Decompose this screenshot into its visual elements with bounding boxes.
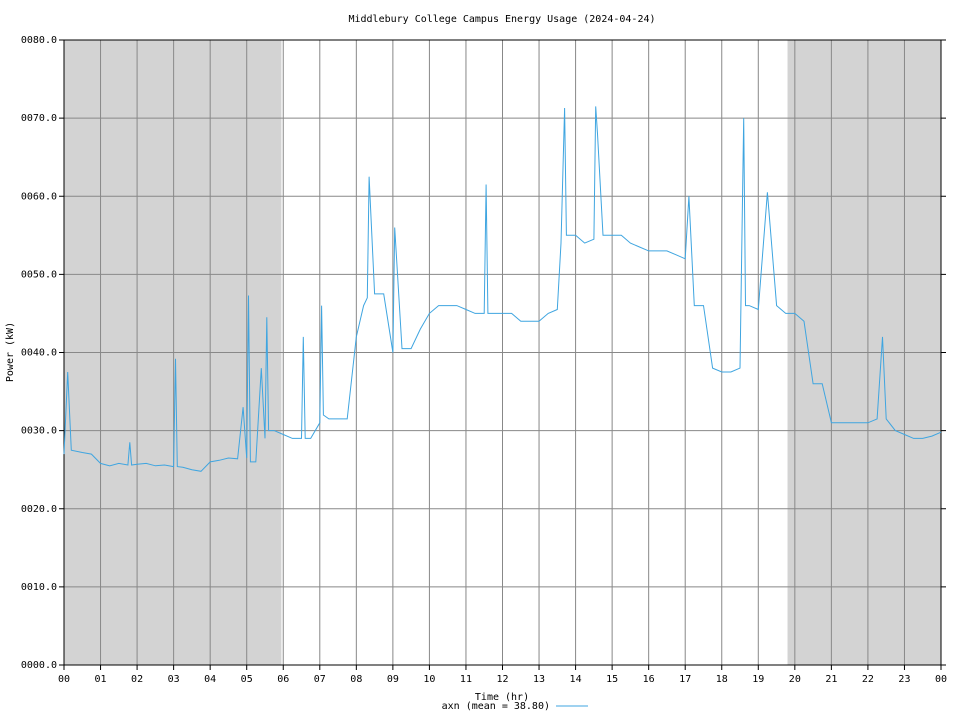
- x-tick-label: 16: [643, 674, 655, 685]
- x-tick-label: 02: [131, 674, 143, 685]
- y-tick-label: 0070.0: [21, 113, 57, 124]
- x-tick-label: 09: [387, 674, 399, 685]
- plot-frame: [63, 39, 942, 666]
- y-tick-label: 0060.0: [21, 191, 57, 202]
- y-tick-label: 0050.0: [21, 269, 57, 280]
- data-line: [63, 106, 942, 472]
- x-tick-label: 00: [935, 674, 947, 685]
- x-tick-label: 23: [898, 674, 910, 685]
- x-tick-label: 20: [789, 674, 801, 685]
- x-axis-label: Time (hr): [475, 692, 529, 703]
- x-tick-label: 17: [679, 674, 691, 685]
- x-tick-label: 15: [606, 674, 618, 685]
- x-tick-label: 12: [496, 674, 508, 685]
- x-tick-label: 06: [277, 674, 289, 685]
- x-tick-label: 07: [314, 674, 326, 685]
- x-tick-label: 00: [58, 674, 70, 685]
- x-tick-label: 21: [825, 674, 837, 685]
- x-tick-label: 05: [241, 674, 253, 685]
- x-tick-label: 10: [423, 674, 435, 685]
- legend-label: axn (mean = 38.80): [442, 701, 550, 712]
- x-tick-label: 22: [862, 674, 874, 685]
- x-tick-label: 08: [350, 674, 362, 685]
- y-tick-label: 0000.0: [21, 660, 57, 671]
- x-tick-label: 04: [204, 674, 216, 685]
- x-tick-label: 01: [95, 674, 107, 685]
- y-axis-label: Power (kW): [5, 322, 16, 382]
- y-tick-label: 0030.0: [21, 426, 57, 437]
- x-tick-label: 19: [752, 674, 764, 685]
- x-tick-label: 14: [570, 674, 582, 685]
- chart-title: Middlebury College Campus Energy Usage (…: [348, 14, 655, 25]
- x-tick-label: 13: [533, 674, 545, 685]
- x-tick-label: 18: [716, 674, 728, 685]
- x-tick-label: 03: [168, 674, 180, 685]
- y-tick-label: 0020.0: [21, 504, 57, 515]
- y-tick-label: 0080.0: [21, 35, 57, 46]
- y-tick-label: 0040.0: [21, 348, 57, 359]
- y-tick-label: 0010.0: [21, 582, 57, 593]
- x-tick-label: 11: [460, 674, 472, 685]
